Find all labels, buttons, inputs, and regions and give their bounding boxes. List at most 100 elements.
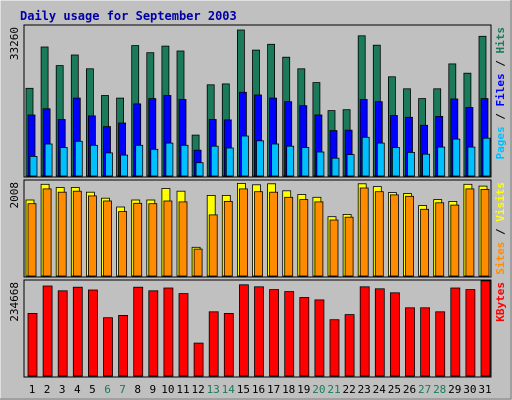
bar-pages-day-12: [195, 162, 204, 177]
legend-entry: Files: [494, 73, 507, 106]
x-tick-label: 16: [252, 383, 265, 396]
legend-visits-sites: Sites / Visits: [494, 182, 507, 275]
x-tick-label: 31: [478, 383, 491, 396]
bar-sites-day-11: [178, 201, 188, 277]
bar-pages-day-17: [271, 143, 280, 177]
bar-kbytes-day-8: [133, 286, 144, 377]
bar-pages-day-22: [346, 154, 355, 177]
bar-kbytes-day-12: [193, 342, 204, 377]
bar-sites-day-24: [374, 191, 384, 277]
bar-pages-day-7: [120, 154, 128, 177]
legend-entry: KBytes: [494, 282, 507, 322]
bar-pages-day-13: [210, 145, 219, 177]
bar-sites-day-22: [344, 216, 354, 277]
series-pages: [29, 135, 491, 177]
panel-kbytes: 234668 KBytes: [8, 279, 507, 378]
bar-pages-day-18: [286, 145, 295, 177]
x-tick-label: 19: [297, 383, 310, 396]
bar-sites-day-6: [103, 200, 112, 277]
bar-kbytes-day-11: [178, 293, 189, 377]
x-tick-label: 2: [44, 383, 51, 396]
x-tick-label: 3: [59, 383, 66, 396]
bar-kbytes-day-16: [254, 286, 264, 377]
x-tick-label: 21: [327, 383, 340, 396]
bar-pages-day-26: [407, 151, 415, 177]
x-tick-label: 20: [312, 383, 325, 396]
bar-pages-day-29: [452, 138, 461, 177]
bar-sites-day-3: [57, 191, 67, 277]
bar-sites-day-13: [208, 214, 218, 277]
bar-sites-day-14: [223, 200, 233, 277]
series-kbytes: [27, 280, 491, 377]
panel-hits-files-pages: 33260 Pages / Files / Hits: [8, 24, 507, 178]
bar-kbytes-day-18: [284, 291, 295, 377]
bar-pages-day-30: [467, 146, 476, 177]
bar-kbytes-day-21: [329, 319, 340, 377]
x-tick-label: 10: [161, 383, 174, 396]
legend-entry: /: [494, 222, 507, 242]
x-tick-label: 6: [104, 383, 111, 396]
bar-pages-day-25: [391, 147, 400, 177]
x-tick-label: 12: [191, 383, 204, 396]
bar-kbytes-day-14: [223, 312, 234, 377]
x-tick-label: 25: [388, 383, 401, 396]
bar-sites-day-21: [329, 219, 339, 277]
legend-entry: Pages: [494, 126, 507, 159]
bar-sites-day-8: [133, 202, 143, 277]
x-tick-label: 1: [29, 383, 36, 396]
y-max-label: 33260: [8, 27, 21, 60]
x-tick-label: 4: [74, 383, 81, 396]
x-tick-label: 23: [358, 383, 371, 396]
bar-pages-day-27: [422, 153, 431, 177]
bar-sites-day-31: [480, 188, 490, 277]
x-tick-label: 11: [176, 383, 189, 396]
bar-pages-day-2: [44, 143, 53, 177]
bar-pages-day-6: [105, 152, 113, 177]
bar-pages-day-23: [361, 136, 370, 177]
x-tick-label: 9: [149, 383, 156, 396]
x-tick-label: 17: [267, 383, 280, 396]
bar-sites-day-30: [465, 188, 475, 277]
bar-kbytes-day-5: [88, 289, 98, 377]
panels: 33260 Pages / Files / Hits 2008 Sites / Vis…: [8, 24, 507, 378]
x-tick-label: 29: [448, 383, 461, 396]
bar-pages-day-5: [90, 144, 98, 177]
bar-kbytes-day-20: [314, 299, 325, 377]
bar-kbytes-day-7: [118, 314, 128, 377]
x-tick-label: 26: [403, 383, 416, 396]
bar-sites-day-20: [314, 201, 324, 277]
bar-pages-day-19: [301, 147, 310, 177]
bar-kbytes-day-19: [299, 297, 310, 377]
bar-kbytes-day-3: [57, 290, 68, 377]
bar-pages-day-24: [376, 142, 385, 177]
x-tick-label: 18: [282, 383, 295, 396]
bar-kbytes-day-15: [238, 284, 249, 377]
legend-entry: Sites: [494, 242, 507, 275]
x-tick-label: 30: [463, 383, 476, 396]
x-tick-label: 8: [134, 383, 141, 396]
bar-kbytes-day-22: [344, 314, 355, 377]
y-max-label: 2008: [8, 182, 21, 209]
bar-kbytes-day-10: [163, 287, 174, 377]
bar-pages-day-31: [482, 137, 491, 177]
legend-hits-files-pages: Pages / Files / Hits: [494, 27, 507, 160]
x-axis-labels: 1 2 3 4 5 6 7 8 9 10 11 12 13 14 15 16 17 18 19 20 21 22 23 24 2…: [29, 383, 492, 396]
bar-kbytes-day-26: [405, 307, 415, 377]
x-tick-label: 22: [342, 383, 355, 396]
bar-sites-day-25: [389, 194, 399, 277]
bar-kbytes-day-4: [72, 286, 83, 377]
x-tick-label: 13: [207, 383, 220, 396]
bar-sites-day-15: [238, 188, 248, 277]
bar-sites-day-7: [118, 211, 127, 277]
bar-kbytes-day-23: [359, 286, 370, 377]
bar-sites-day-2: [42, 188, 52, 277]
legend-entry: /: [494, 54, 507, 74]
bar-kbytes-day-29: [450, 287, 461, 377]
legend-entry: Hits: [494, 27, 507, 54]
bar-sites-day-29: [450, 204, 460, 277]
bar-pages-day-11: [180, 144, 189, 177]
x-tick-label: 5: [89, 383, 96, 396]
bar-kbytes-day-13: [208, 311, 219, 377]
bar-sites-day-4: [72, 190, 82, 277]
